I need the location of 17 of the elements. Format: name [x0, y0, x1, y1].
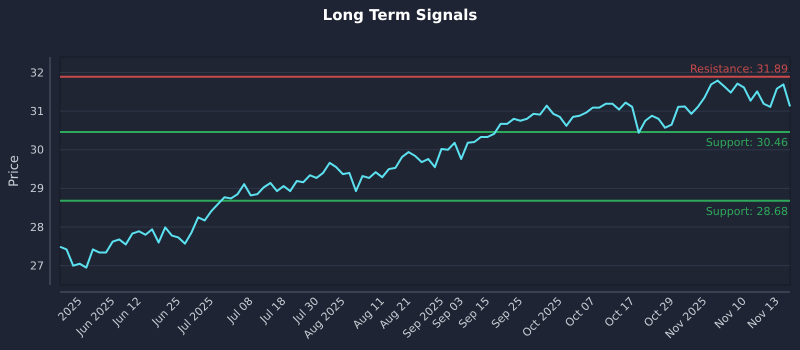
y-tick-label: 30	[30, 144, 44, 157]
x-tick-label: Oct 17	[602, 294, 638, 330]
chart-title: Long Term Signals	[322, 6, 478, 24]
y-axis-title: Price	[7, 155, 22, 187]
x-tick-label: Nov 13	[744, 294, 782, 332]
x-tick-label: Oct 07	[562, 294, 598, 330]
x-tick-label: Jul 18	[256, 294, 288, 326]
x-tick-label: Jul 08	[224, 294, 256, 326]
y-tick-label: 32	[30, 66, 44, 80]
ref-line-label: Support: 30.46	[706, 136, 788, 149]
y-tick-label: 31	[30, 104, 44, 118]
y-tick-label: 28	[30, 220, 44, 234]
ref-line-label: Support: 28.68	[706, 204, 788, 218]
line-series	[59, 80, 791, 269]
y-tick-label: 27	[30, 260, 44, 273]
y-tick-label: 29	[30, 182, 44, 196]
ref-line-label: Resistance: 31.89	[690, 62, 788, 76]
